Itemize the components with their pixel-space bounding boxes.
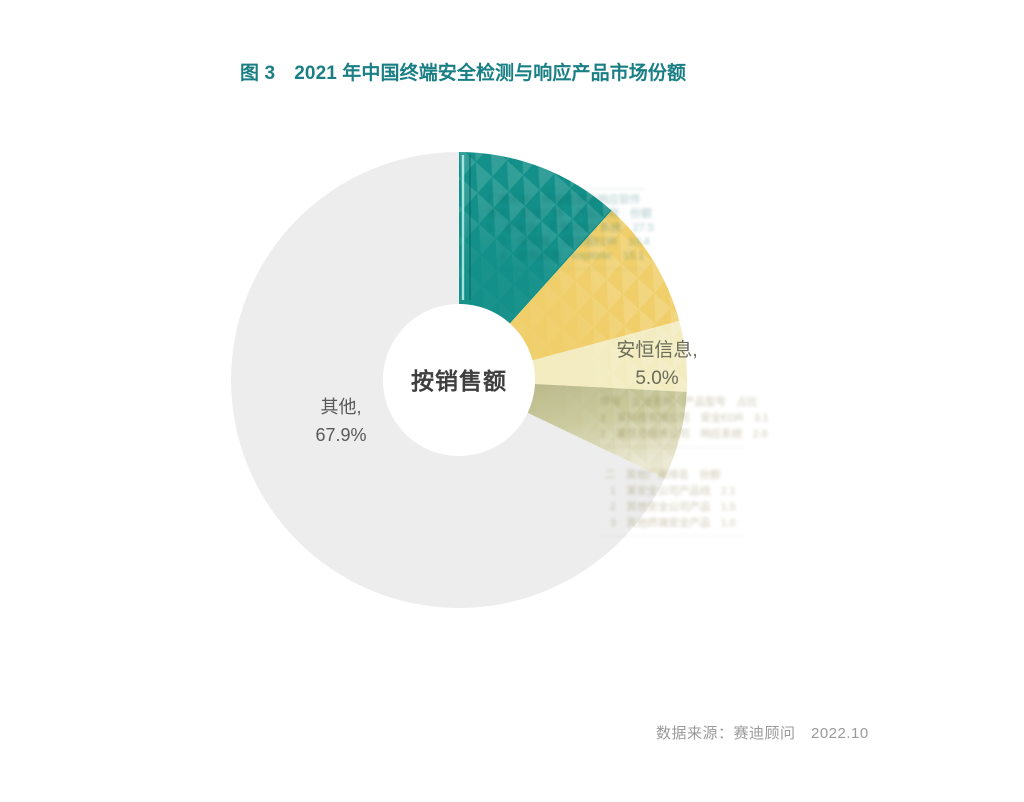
svg-text:1 奇安信 天擎 EDR 系统 27.5: 1 奇安信 天擎 EDR 系统 27.5 <box>487 220 654 234</box>
svg-text:二 其他厂商排名 份额: 二 其他厂商排名 份额 <box>605 468 721 481</box>
svg-text:1 某安全公司产品线 2.1: 1 某安全公司产品线 2.1 <box>610 484 736 497</box>
svg-text:2 深信服 深信服EDR 19.4: 2 深信服 深信服EDR 19.4 <box>500 235 650 248</box>
svg-text:安恒信息,: 安恒信息, <box>616 339 697 361</box>
svg-text:2 其他安全公司产品 1.5: 2 其他安全公司产品 1.5 <box>610 500 736 513</box>
svg-text:其他,: 其他, <box>320 397 361 417</box>
svg-text:3 其他终端安全产品 1.0: 3 其他终端安全产品 1.0 <box>610 516 736 529</box>
svg-text:厂商名称：终端检测与响应软件: 厂商名称：终端检测与响应软件 <box>487 192 641 206</box>
svg-text:2 某信息技术公司 响应系统 2.8: 2 某信息技术公司 响应系统 2.8 <box>600 427 768 440</box>
svg-text:按销售额: 按销售额 <box>411 368 507 394</box>
svg-text:5.0%: 5.0% <box>635 368 678 389</box>
svg-text:67.9%: 67.9% <box>315 425 366 445</box>
svg-text:排名 安全厂商 产品名称 份额: 排名 安全厂商 产品名称 份额 <box>487 206 652 220</box>
svg-text:1 某科技有限公司 安全EDR 3.1: 1 某科技有限公司 安全EDR 3.1 <box>600 411 769 424</box>
svg-text:3 安恒信息 explorer 15.1: 3 安恒信息 explorer 15.1 <box>500 248 644 262</box>
svg-text:序号 企业名称 产品型号 占比: 序号 企业名称 产品型号 占比 <box>600 395 758 408</box>
